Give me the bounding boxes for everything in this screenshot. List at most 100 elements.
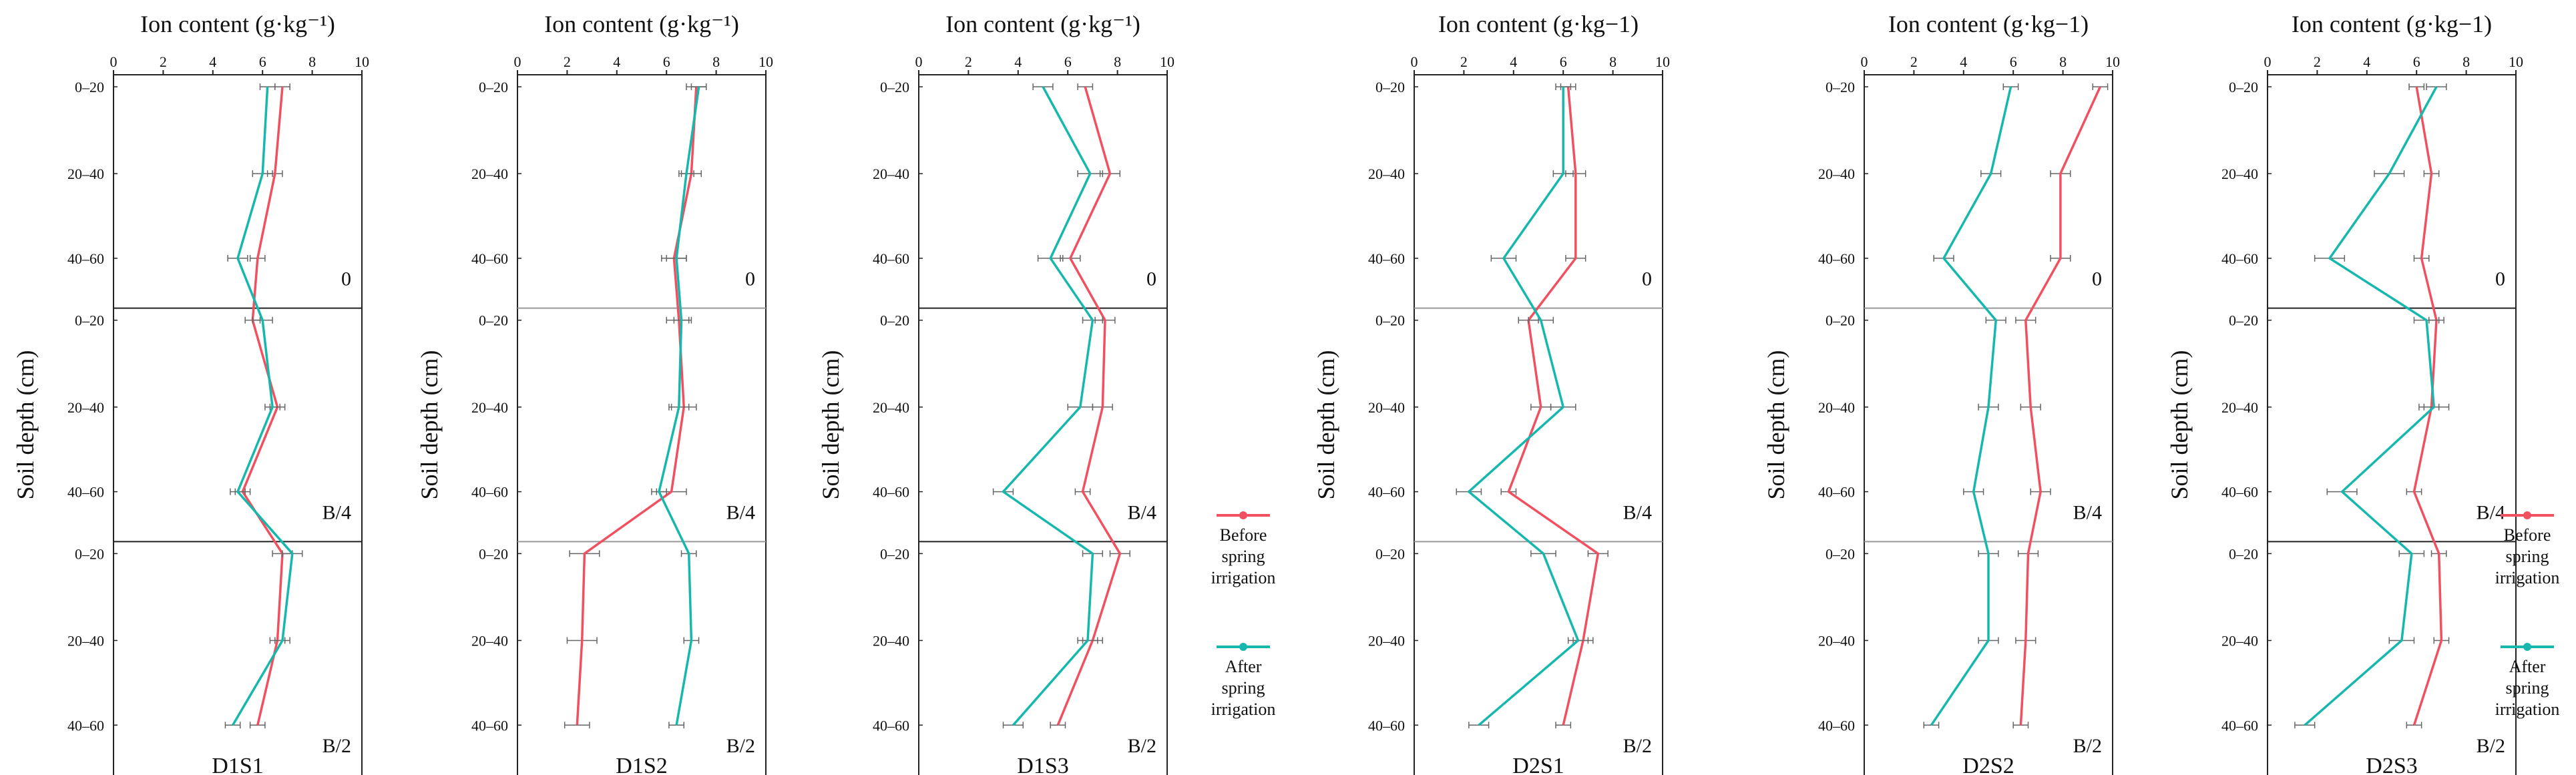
x-tick-label: 6 (259, 53, 266, 70)
y-axis-title: Soil depth (cm) (1313, 350, 1339, 500)
depth-tick-label: 40–60 (2221, 717, 2258, 734)
x-tick-label: 2 (160, 53, 167, 70)
depth-tick-label: 0–20 (1375, 79, 1405, 95)
depth-tick-label: 20–40 (471, 632, 508, 649)
depth-tick-label: 40–60 (1368, 717, 1405, 734)
x-tick-label: 4 (1014, 53, 1022, 70)
segment-label: 0 (1146, 268, 1156, 290)
panel-name-label: D2S1 (1512, 754, 1564, 775)
depth-tick-label: 0–20 (479, 79, 508, 95)
depth-tick-label: 20–40 (2221, 166, 2258, 182)
legend-after-marker (1239, 643, 1247, 651)
legend-before-marker (1239, 511, 1247, 519)
depth-tick-label: 0–20 (880, 545, 909, 562)
segment-label: B/2 (2073, 735, 2102, 757)
legend-after-label: After (1225, 657, 1262, 676)
depth-tick-label: 0–20 (479, 312, 508, 329)
x-axis-title: Ion content (g·kg⁻¹) (544, 11, 739, 37)
x-tick-label: 2 (1460, 53, 1468, 70)
depth-tick-label: 40–60 (471, 250, 508, 267)
x-axis-title: Ion content (g·kg⁻¹) (140, 11, 335, 37)
legend-before-marker (2523, 511, 2531, 519)
before-series-line (1056, 86, 1122, 726)
x-tick-label: 10 (355, 53, 369, 70)
depth-tick-label: 0–20 (1375, 545, 1405, 562)
legend-after-label: spring (1222, 678, 1265, 698)
legend-after-label: irrigation (2495, 700, 2560, 719)
segment-label: B/4 (2477, 501, 2505, 523)
x-axis-title: Ion content (g·kg−1) (1888, 11, 2089, 37)
depth-tick-label: 20–40 (1368, 399, 1405, 416)
x-tick-label: 8 (2059, 53, 2067, 70)
panel-d2s1: 0 2 4 6 8 10 Ion content (g·kg−1) 0–20 20–40 40–6… (1313, 11, 1670, 775)
x-tick-label: 0 (1411, 53, 1418, 70)
before-series-line (1507, 86, 1600, 726)
depth-tick-label: 40–60 (873, 484, 909, 501)
depth-tick-label: 20–40 (873, 632, 909, 649)
after-series-line (232, 86, 294, 726)
x-tick-label: 2 (1910, 53, 1918, 70)
depth-tick-label: 20–40 (2221, 632, 2258, 649)
x-tick-label: 8 (712, 53, 720, 70)
y-axis-title: Soil depth (cm) (817, 350, 844, 500)
legend-before-label: Before (1220, 525, 1267, 545)
y-axis-title: Soil depth (cm) (2166, 350, 2193, 500)
segment-label: B/2 (2477, 735, 2505, 757)
x-tick-label: 10 (1160, 53, 1174, 70)
panel-d2s2: 0 2 4 6 8 10 Ion content (g·kg−1) 0–20 20–40 40–6… (1763, 11, 2120, 775)
depth-tick-label: 40–60 (67, 250, 104, 267)
x-tick-label: 10 (2509, 53, 2523, 70)
segment-label: B/2 (726, 735, 755, 757)
depth-tick-label: 40–60 (1818, 484, 1855, 501)
depth-tick-label: 0–20 (75, 545, 104, 562)
depth-tick-label: 40–60 (67, 484, 104, 501)
x-tick-label: 0 (110, 53, 118, 70)
y-axis-title: Soil depth (cm) (416, 350, 443, 500)
depth-tick-label: 0–20 (2229, 545, 2258, 562)
depth-tick-label: 0–20 (479, 545, 508, 562)
depth-tick-label: 40–60 (1368, 250, 1405, 267)
legend-before-label: spring (2506, 547, 2549, 566)
before-series-line (2019, 86, 2101, 726)
depth-tick-label: 0–20 (1826, 545, 1855, 562)
x-tick-label: 6 (1064, 53, 1072, 70)
depth-tick-label: 0–20 (75, 312, 104, 329)
x-tick-label: 2 (2314, 53, 2321, 70)
legend-before-label: irrigation (2495, 568, 2560, 587)
x-tick-label: 0 (514, 53, 521, 70)
x-tick-label: 4 (1510, 53, 1517, 70)
depth-tick-label: 40–60 (1818, 250, 1855, 267)
depth-tick-label: 20–40 (873, 166, 909, 182)
x-tick-label: 10 (1655, 53, 1670, 70)
segment-label: B/4 (1623, 501, 1652, 523)
depth-tick-label: 0–20 (1375, 312, 1405, 329)
x-tick-label: 6 (663, 53, 670, 70)
depth-tick-label: 20–40 (2221, 399, 2258, 416)
panel-d1s2: 0 2 4 6 8 10 Ion content (g·kg⁻¹) 0–20 20–40 40–6… (416, 11, 773, 775)
segment-label: B/2 (323, 735, 351, 757)
depth-tick-label: 40–60 (67, 717, 104, 734)
depth-tick-label: 20–40 (67, 166, 104, 182)
depth-tick-label: 20–40 (873, 399, 909, 416)
x-tick-label: 0 (2264, 53, 2272, 70)
after-series-line (1930, 86, 2012, 726)
x-tick-label: 8 (308, 53, 316, 70)
legend: Before spring irrigation After spring irrigat… (1211, 511, 1276, 719)
legend-before-label: irrigation (1211, 568, 1276, 587)
depth-tick-label: 20–40 (471, 166, 508, 182)
segment-label: 0 (2495, 268, 2505, 290)
x-tick-label: 8 (2462, 53, 2470, 70)
after-series-line (1468, 87, 1580, 726)
x-axis-title: Ion content (g·kg−1) (1438, 11, 1639, 37)
depth-tick-label: 40–60 (2221, 484, 2258, 501)
legend-after-label: After (2509, 657, 2546, 676)
depth-tick-label: 40–60 (471, 717, 508, 734)
depth-tick-label: 0–20 (2229, 79, 2258, 95)
depth-tick-label: 20–40 (67, 632, 104, 649)
legend-before-label: spring (1222, 547, 1265, 566)
x-tick-label: 6 (1560, 53, 1567, 70)
panel-d2s3: 0 2 4 6 8 10 Ion content (g·kg−1) 0–20 20–40 40–6… (2166, 11, 2523, 775)
depth-tick-label: 0–20 (1826, 79, 1855, 95)
x-tick-label: 8 (1609, 53, 1617, 70)
